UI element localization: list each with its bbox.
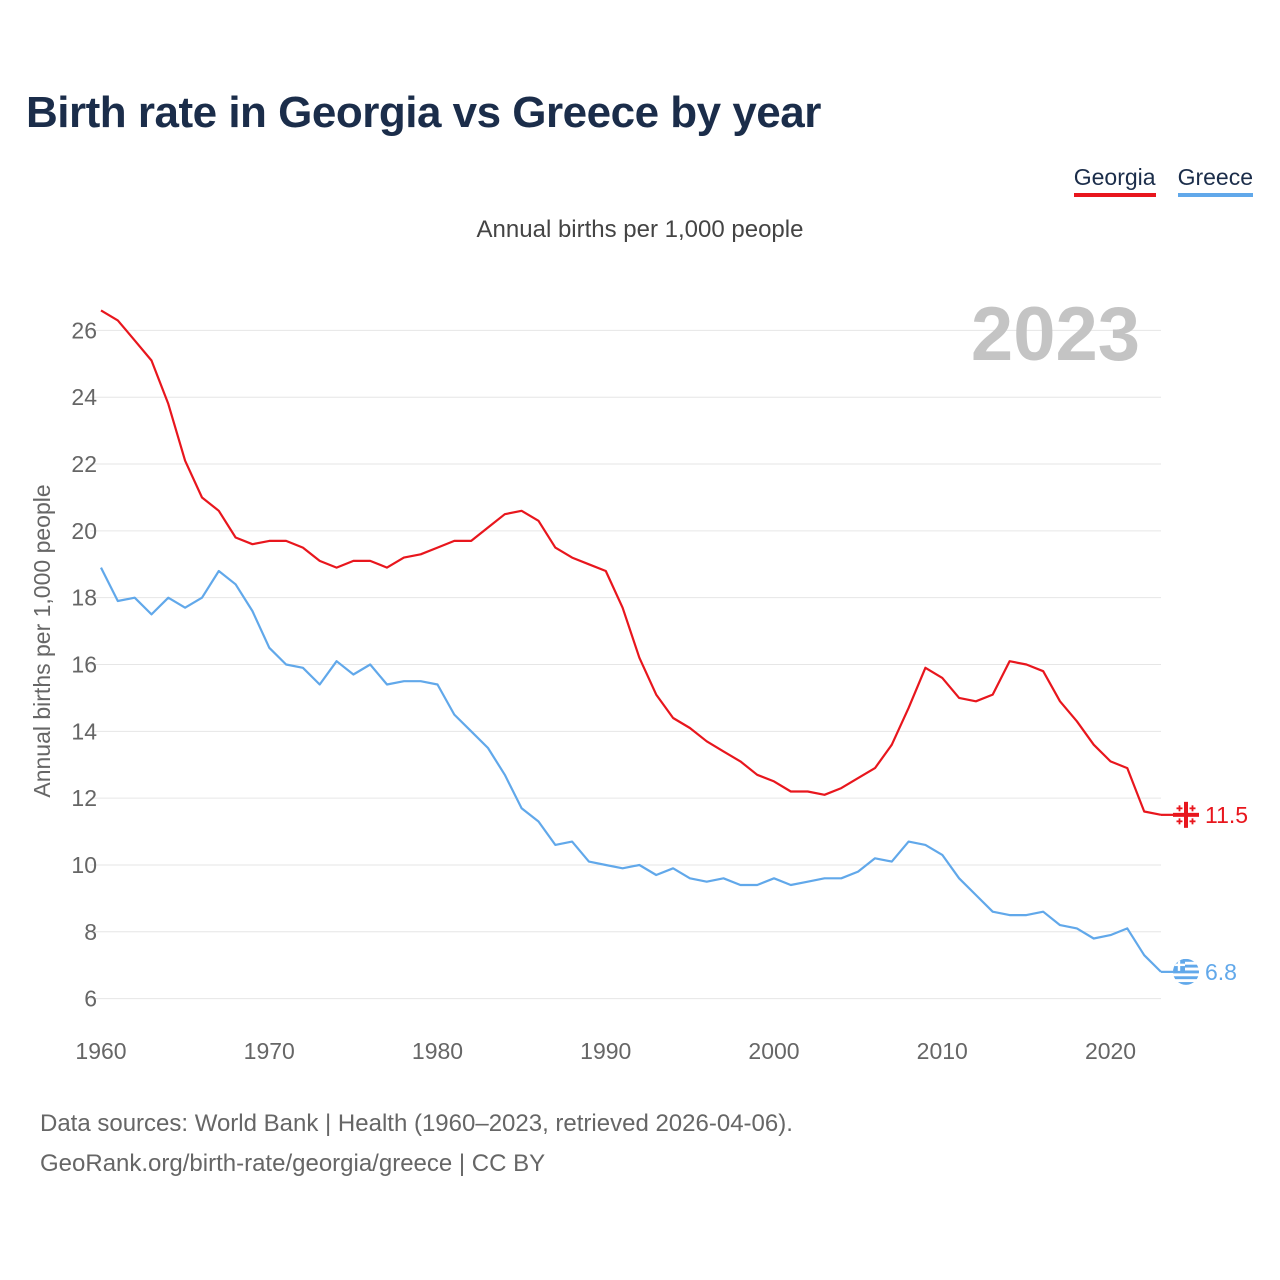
x-tick-label: 2000 <box>748 1038 799 1064</box>
x-axis-ticks: 1960 1970 1980 1990 2000 2010 2020 <box>75 1038 1136 1064</box>
flag-greece-icon <box>1173 958 1199 985</box>
x-tick-label: 1960 <box>75 1038 126 1064</box>
gridlines <box>90 329 1161 1000</box>
year-watermark: 2023 <box>971 292 1140 377</box>
y-tick-label: 18 <box>71 585 97 611</box>
y-tick-label: 16 <box>71 652 97 678</box>
y-tick-label: 24 <box>71 384 97 410</box>
x-tick-label: 1970 <box>244 1038 295 1064</box>
series-line-greece[interactable] <box>100 567 1162 973</box>
y-tick-label: 20 <box>71 518 97 544</box>
end-value-label-georgia: 11.5 <box>1205 802 1248 828</box>
source-url-text[interactable]: GeoRank.org/birth-rate/georgia/greece | … <box>40 1150 546 1177</box>
series-lines <box>100 309 1162 973</box>
legend-item-georgia[interactable]: Georgia <box>1073 164 1156 197</box>
data-source-text: Data sources: World Bank | Health (1960–… <box>40 1110 793 1137</box>
end-value-label-greece: 6.8 <box>1205 959 1237 985</box>
y-tick-label: 22 <box>71 451 97 477</box>
x-tick-label: 1980 <box>412 1038 463 1064</box>
x-tick-label: 2020 <box>1085 1038 1136 1064</box>
legend-item-greece[interactable]: Greece <box>1177 164 1253 197</box>
legend: Georgia Greece <box>1073 164 1253 197</box>
y-tick-label: 10 <box>71 852 97 878</box>
end-markers: 11.5 6.8 <box>1161 801 1248 985</box>
x-tick-label: 2010 <box>917 1038 968 1064</box>
y-tick-label: 26 <box>71 317 97 343</box>
series-line-georgia[interactable] <box>100 309 1162 816</box>
chart-title: Birth rate in Georgia vs Greece by year <box>26 88 821 137</box>
x-tick-label: 1990 <box>580 1038 631 1064</box>
y-tick-label: 12 <box>71 785 97 811</box>
y-axis-ticks: 6 8 10 12 14 16 18 20 22 24 26 <box>71 317 97 1011</box>
y-axis-label: Annual births per 1,000 people <box>29 484 55 797</box>
line-chart: 6 8 10 12 14 16 18 20 22 24 26 1960 1970 1980 1990 200… <box>29 292 1248 1064</box>
chart-subtitle: Annual births per 1,000 people <box>476 216 804 243</box>
footer: Data sources: World Bank | Health (1960–… <box>40 1104 793 1184</box>
y-tick-label: 6 <box>84 986 97 1012</box>
flag-georgia-icon <box>1173 801 1199 828</box>
y-tick-label: 14 <box>71 718 97 744</box>
y-tick-label: 8 <box>84 919 97 945</box>
